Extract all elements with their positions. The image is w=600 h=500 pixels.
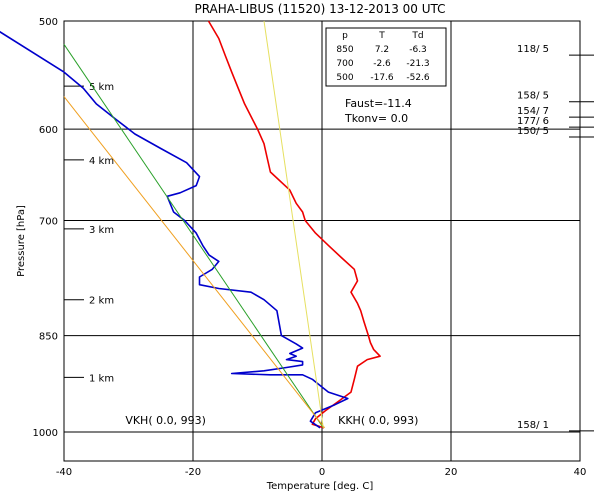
height-marks: 5 km 4 km 3 km 2 km 1 km — [64, 82, 114, 384]
table-header: Td — [411, 31, 423, 41]
series-lines — [0, 20, 381, 429]
series-line-3 — [63, 44, 324, 429]
series-line-2 — [0, 30, 349, 429]
height-label: 2 km — [89, 296, 114, 307]
x-tick-labels: -40 -20 0 20 40 — [56, 467, 587, 478]
height-label: 1 km — [89, 373, 114, 384]
wind-label: 158/ 5 — [517, 91, 549, 102]
table-cell: 500 — [336, 73, 353, 83]
series-line-5 — [263, 20, 324, 428]
wind-label: 150/ 5 — [517, 126, 549, 137]
y-tick-labels: 500 600 700 850 1000 — [33, 17, 58, 439]
y-axis-label: Pressure [hPa] — [16, 205, 27, 277]
level-annotation: VKH( 0.0, 993) — [125, 414, 206, 427]
height-label: 4 km — [89, 156, 114, 167]
table-header: p — [342, 31, 348, 41]
data-table-cells: p T Td 850 7.2 -6.3 700 -2.6 -21.3 500 -17.6 -52.6 — [336, 31, 430, 83]
y-tick-label: 500 — [39, 17, 58, 28]
wind-label: 118/ 5 — [517, 44, 549, 55]
table-cell: -2.6 — [373, 59, 391, 69]
wind-label: 154/ 7 — [517, 106, 549, 117]
grid — [63, 20, 581, 461]
x-tick-label: -40 — [56, 467, 72, 478]
series-line-4 — [63, 96, 325, 429]
table-cell: 700 — [336, 59, 353, 69]
wind-label: 177/ 6 — [517, 116, 549, 127]
data-table: p T Td 850 7.2 -6.3 700 -2.6 -21.3 500 -17.6 -52.6 — [325, 27, 447, 87]
series-line-1 — [207, 20, 381, 429]
table-cell: 850 — [336, 45, 353, 55]
tkonv-index: Tkonv= 0.0 — [344, 112, 408, 125]
table-cell: -17.6 — [370, 73, 394, 83]
table-cell: -21.3 — [406, 59, 429, 69]
table-cell: -52.6 — [406, 73, 430, 83]
x-tick-label: 0 — [319, 467, 325, 478]
table-cell: -6.3 — [409, 45, 427, 55]
y-tick-label: 1000 — [33, 428, 58, 439]
faust-index: Faust=-11.4 — [345, 97, 412, 110]
y-tick-label: 600 — [39, 125, 58, 136]
height-label: 3 km — [89, 225, 114, 236]
level-annotations: VKH( 0.0, 993) KKH( 0.0, 993) — [125, 414, 418, 427]
x-tick-label: 40 — [574, 467, 587, 478]
height-label: 5 km — [89, 82, 114, 93]
chart-title: PRAHA-LIBUS (11520) 13-12-2013 00 UTC — [194, 2, 445, 16]
y-tick-label: 850 — [39, 332, 58, 343]
table-header: T — [378, 31, 385, 41]
data-table-box — [325, 27, 447, 87]
wind-label: 158/ 1 — [517, 420, 549, 431]
table-cell: 7.2 — [375, 45, 389, 55]
x-tick-label: 20 — [445, 467, 458, 478]
y-tick-label: 700 — [39, 217, 58, 228]
plot-frame — [63, 20, 581, 462]
x-tick-label: -20 — [185, 467, 201, 478]
x-axis-label: Temperature [deg. C] — [266, 481, 374, 492]
level-annotation: KKH( 0.0, 993) — [338, 414, 418, 427]
